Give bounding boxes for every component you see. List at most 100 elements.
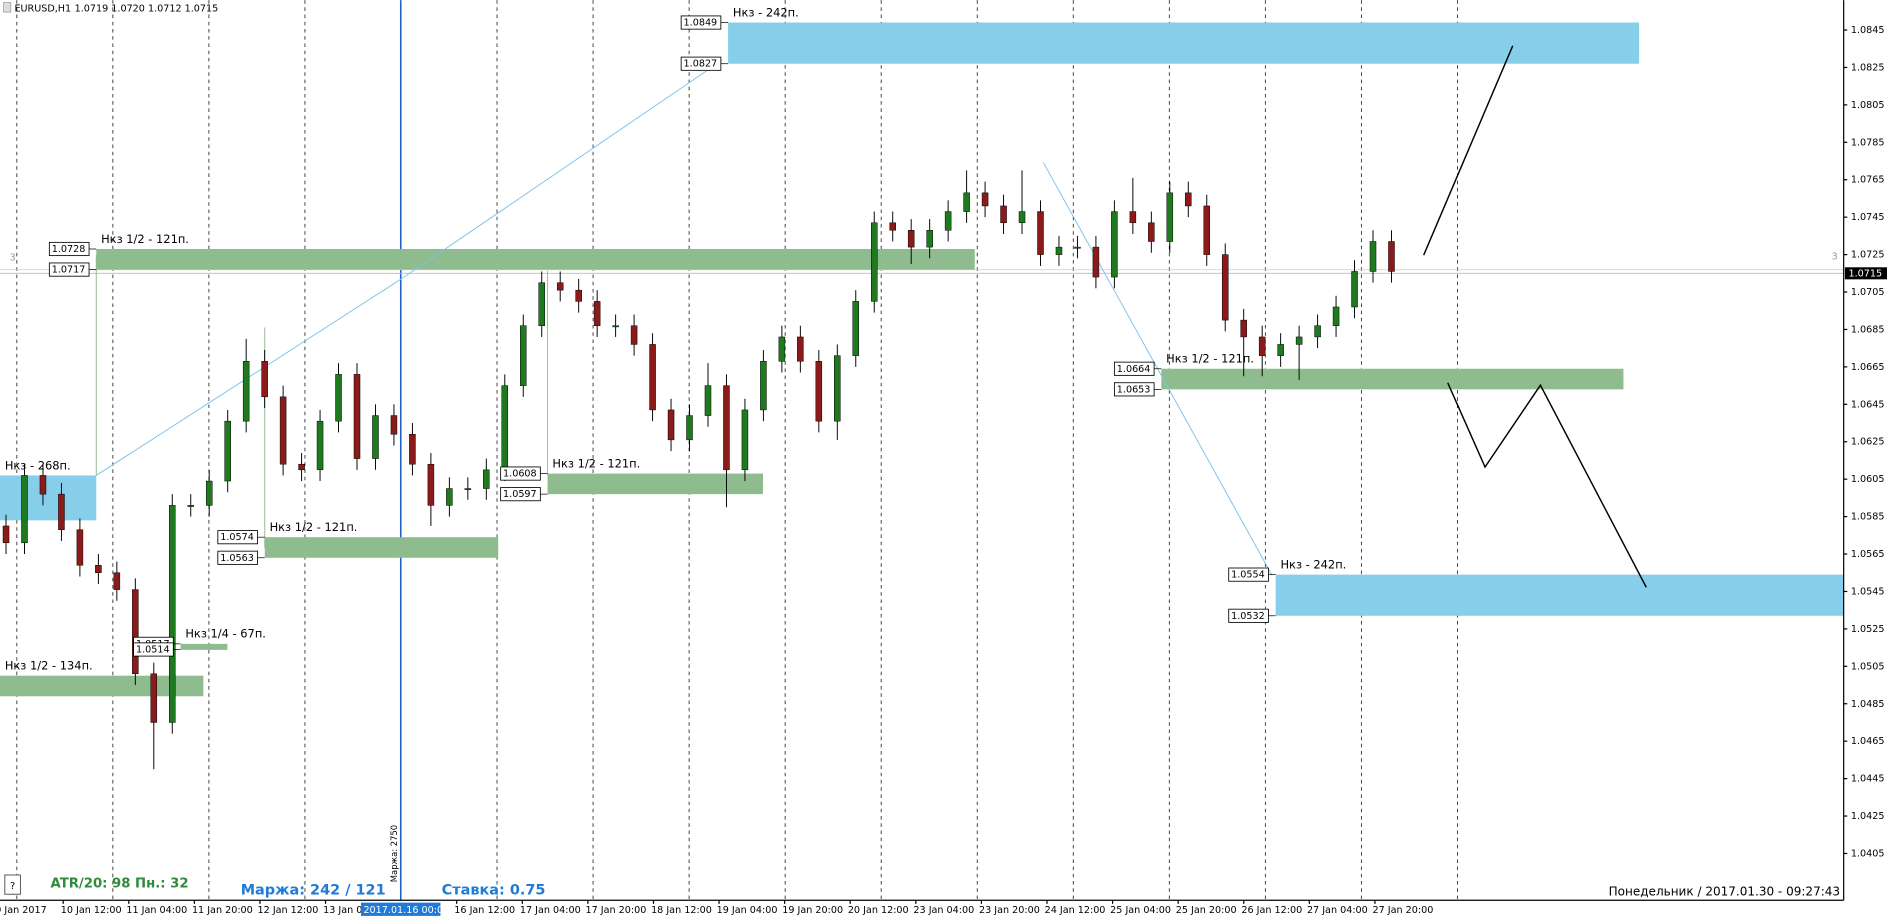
x-tick-label: 9 Jan 2017 <box>0 905 47 916</box>
zone-label: Нкз 1/2 - 121п. <box>1166 352 1254 366</box>
y-tick-label: 1.0585 <box>1851 512 1885 523</box>
candle-body <box>778 336 786 362</box>
x-tick-label: 23 Jan 20:00 <box>979 905 1040 916</box>
y-tick-label: 1.0525 <box>1851 624 1885 635</box>
atr-label: ATR/20: 98 Пн.: 32 <box>51 876 189 891</box>
candle-body <box>483 469 490 489</box>
candle-body <box>95 565 102 573</box>
candle-body <box>390 415 398 435</box>
candle-body <box>335 374 342 422</box>
y-tick-label: 1.0745 <box>1851 212 1885 223</box>
candle-body <box>279 396 287 465</box>
zone-label: Нкз 1/2 - 121п. <box>101 232 189 246</box>
candle-body <box>538 282 545 326</box>
x-tick-label: 16 Jan 12:00 <box>454 905 515 916</box>
candle-body <box>446 488 453 506</box>
price-box-label: 1.0554 <box>1231 570 1265 581</box>
zone <box>96 248 975 270</box>
candle-body <box>1388 241 1395 272</box>
candle-body <box>889 222 896 231</box>
x-tick-label: 18 Jan 12:00 <box>651 905 712 916</box>
vertical-label: Маржа: 2750 <box>389 825 399 882</box>
y-tick-label: 1.0705 <box>1851 287 1885 298</box>
candle-body <box>21 475 28 544</box>
candle-body <box>815 361 823 422</box>
y-tick-label: 1.0765 <box>1851 175 1885 186</box>
candle-body <box>1129 211 1137 224</box>
projection-line <box>1423 45 1514 256</box>
candle-body <box>1185 192 1192 207</box>
zone <box>264 537 499 558</box>
zone-label: Нкз 1/2 - 121п. <box>270 520 358 534</box>
candle-body <box>1055 246 1063 255</box>
price-box-label: 1.0532 <box>1231 611 1265 622</box>
x-highlight <box>361 902 441 916</box>
candle-body <box>630 325 638 345</box>
candle-body <box>1092 246 1100 278</box>
x-tick-label: 10 Jan 12:00 <box>61 905 122 916</box>
zone <box>180 643 228 650</box>
candle-body <box>316 420 324 471</box>
labels: 1.0715 Нкз - 242п. 1.0849 1.0827 Нкз 1/2 - 1… <box>5 5 1887 673</box>
zone <box>1161 368 1624 390</box>
candle-body <box>150 673 158 723</box>
candle-body <box>409 434 416 465</box>
candle-body <box>372 415 379 459</box>
y-tick-label: 1.0565 <box>1851 549 1885 560</box>
y-tick-label: 1.0685 <box>1851 324 1885 335</box>
candle-body <box>1258 336 1266 356</box>
x-tick-label: 17 Jan 20:00 <box>585 905 646 916</box>
y-tick-label: 1.0805 <box>1851 100 1885 111</box>
candle-body <box>612 325 619 328</box>
candle-body <box>132 589 139 675</box>
candle-body <box>520 325 527 386</box>
y-tick-label: 1.0445 <box>1851 774 1885 785</box>
price-box-label: 1.0574 <box>220 532 254 543</box>
help-button[interactable] <box>4 874 21 895</box>
price-box-label: 1.0849 <box>684 18 718 29</box>
y-tick-label: 1.0485 <box>1851 699 1885 710</box>
candle-body <box>1166 192 1174 242</box>
candle-body <box>1240 319 1247 338</box>
y-tick-label: 1.0665 <box>1851 362 1885 373</box>
price-box-label: 1.0597 <box>503 489 537 500</box>
x-tick-label: 25 Jan 04:00 <box>1110 905 1171 916</box>
candle-body <box>1037 211 1044 255</box>
x-tick-label: 2017.01.16 00:00 <box>363 905 449 916</box>
candle-body <box>907 230 915 248</box>
rate-label: Ставка: 0.75 <box>442 883 546 899</box>
candle-body <box>870 222 878 302</box>
candle-body <box>1351 271 1358 308</box>
zone-label: Нкз 1/2 - 134п. <box>5 659 93 673</box>
candle-body <box>1000 205 1007 224</box>
candle-body <box>944 211 952 231</box>
x-tick-label: 19 Jan 04:00 <box>717 905 778 916</box>
projection-line <box>1447 382 1647 588</box>
candle-body <box>981 192 989 207</box>
candle-body <box>113 572 121 590</box>
candle-body <box>76 529 84 566</box>
candle-body <box>58 493 65 530</box>
candle-body <box>1018 211 1026 224</box>
y-tick-label: 1.0645 <box>1851 399 1885 410</box>
candle-body <box>2 525 10 544</box>
candle-body <box>1111 211 1118 278</box>
help-label[interactable]: ? <box>10 881 15 892</box>
candle-body <box>963 192 970 212</box>
price-box-label: 1.0664 <box>1117 364 1151 375</box>
price-box-label: 1.0827 <box>684 59 718 70</box>
price-box-label: 1.0563 <box>220 553 254 564</box>
x-tick-label: 27 Jan 20:00 <box>1373 905 1434 916</box>
y-tick-label: 1.0785 <box>1851 137 1885 148</box>
candle-body <box>187 505 194 507</box>
y-tick-label: 1.0845 <box>1851 25 1885 36</box>
price-box-label: 1.0608 <box>503 469 537 480</box>
zone-label: Нкз - 268п. <box>5 458 71 472</box>
candle-body <box>593 301 601 326</box>
candle-body <box>224 420 231 482</box>
candle-body <box>242 361 250 422</box>
candle-body <box>797 336 804 362</box>
x-tick-label: 26 Jan 12:00 <box>1241 905 1302 916</box>
x-tick-label: 25 Jan 20:00 <box>1176 905 1237 916</box>
